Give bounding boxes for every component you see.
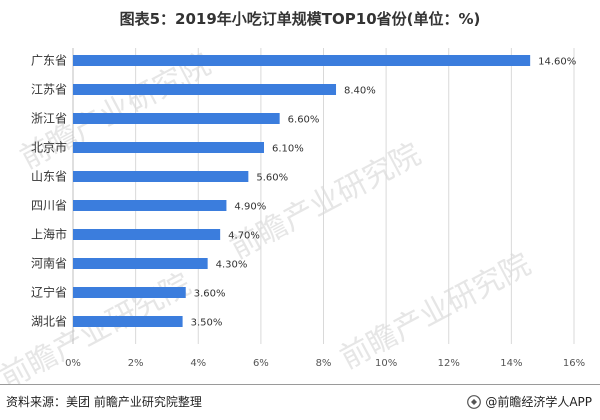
- category-label: 广东省: [31, 54, 67, 68]
- value-labels: 14.60% 8.40% 6.60% 6.10% 5.60% 4.90% 4.70% 4.30…: [191, 57, 577, 329]
- x-tick-label: 16%: [563, 358, 585, 369]
- category-label: 江苏省: [31, 83, 67, 97]
- bar: [73, 258, 208, 269]
- data-label: 3.50%: [191, 318, 223, 329]
- data-label: 8.40%: [344, 86, 376, 97]
- category-label: 辽宁省: [31, 285, 67, 300]
- source-note: 资料来源：美团 前瞻产业研究院整理: [6, 395, 202, 409]
- data-label: 6.60%: [288, 115, 320, 126]
- category-label: 上海市: [31, 227, 67, 242]
- data-label: 5.60%: [256, 173, 288, 184]
- x-tick-label: 10%: [375, 358, 397, 369]
- category-label: 河南省: [31, 256, 67, 271]
- data-label: 4.90%: [234, 202, 266, 213]
- x-tick-label: 6%: [253, 358, 269, 369]
- bar: [73, 142, 265, 153]
- category-label: 浙江省: [31, 112, 67, 126]
- x-tick-label: 8%: [316, 358, 332, 369]
- x-tick-label: 0%: [65, 358, 81, 369]
- category-label: 山东省: [31, 170, 67, 184]
- watermark-text: 前瞻产业研究院: [335, 247, 537, 376]
- bar: [73, 287, 186, 298]
- data-label: 4.70%: [228, 231, 260, 242]
- bar: [73, 200, 227, 211]
- category-label: 湖北省: [31, 314, 67, 329]
- footer: 资料来源：美团 前瞻产业研究院整理 @前瞻经济学人APP: [0, 384, 600, 420]
- brand-text: @前瞻经济学人APP: [485, 395, 592, 409]
- category-label: 北京市: [31, 140, 67, 155]
- category-label: 四川省: [31, 199, 67, 213]
- x-tick-label: 4%: [190, 358, 206, 369]
- data-label: 4.30%: [216, 260, 248, 271]
- bar: [73, 55, 531, 66]
- bars-group: [73, 55, 531, 327]
- bar: [73, 316, 183, 327]
- x-tick-label: 14%: [500, 358, 522, 369]
- x-tick-labels: 0% 2% 4% 6% 8% 10% 12% 14% 16%: [65, 358, 585, 369]
- bar: [73, 113, 280, 124]
- bar: [73, 171, 249, 182]
- data-label: 3.60%: [194, 289, 226, 300]
- x-tick-label: 12%: [438, 358, 460, 369]
- x-tick-label: 2%: [128, 358, 144, 369]
- bar: [73, 84, 337, 95]
- brand-logo-icon: [467, 394, 482, 409]
- bar: [73, 229, 221, 240]
- data-label: 6.10%: [272, 144, 304, 155]
- data-label: 14.60%: [538, 57, 576, 68]
- chart-title: 图表5：2019年小吃订单规模TOP10省份(单位：%): [119, 10, 481, 28]
- brand-credit: @前瞻经济学人APP: [467, 393, 592, 410]
